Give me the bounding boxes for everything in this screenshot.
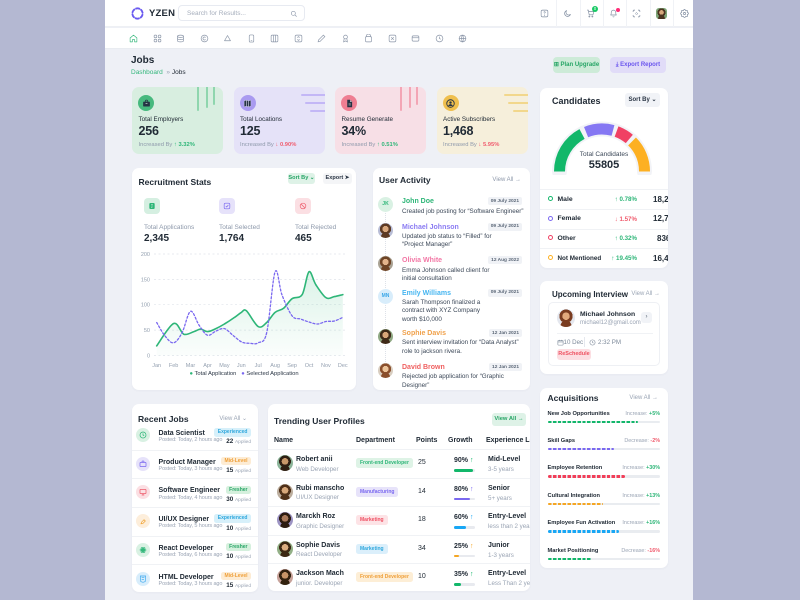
svg-text:Nov: Nov [321, 363, 331, 369]
svg-text:200: 200 [141, 252, 150, 258]
svg-text:Mar: Mar [186, 363, 196, 369]
svg-text:Jun: Jun [237, 363, 246, 369]
svg-text:0: 0 [147, 354, 150, 360]
svg-text:Dec: Dec [338, 363, 348, 369]
svg-text:50: 50 [144, 328, 150, 334]
svg-text:150: 150 [141, 277, 150, 283]
svg-text:Jan: Jan [152, 363, 161, 369]
svg-text:Feb: Feb [169, 363, 178, 369]
svg-text:100: 100 [141, 303, 150, 309]
svg-text:Sep: Sep [287, 363, 297, 369]
svg-text:Apr: Apr [203, 363, 212, 369]
svg-text:Jul: Jul [255, 363, 262, 369]
svg-text:Aug: Aug [270, 363, 280, 369]
svg-text:Oct: Oct [305, 363, 314, 369]
svg-text:May: May [219, 363, 230, 369]
